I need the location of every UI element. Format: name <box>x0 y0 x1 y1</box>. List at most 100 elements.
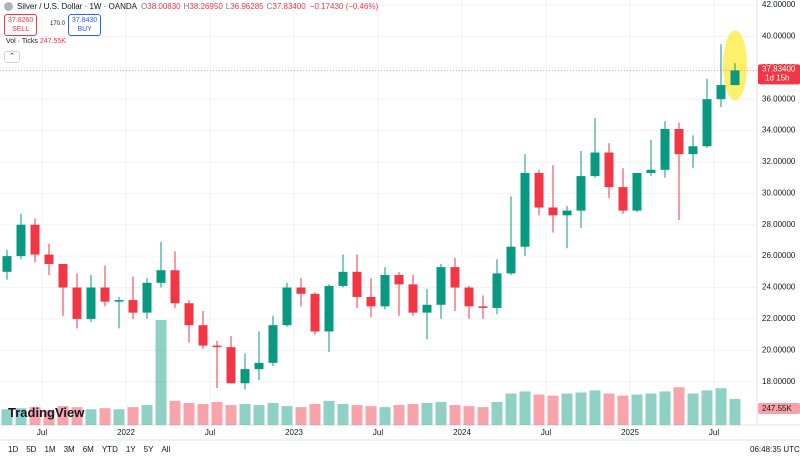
volume-bar <box>547 395 559 425</box>
candle-body <box>170 270 180 304</box>
ohlc-value: 36.96285 <box>230 2 264 11</box>
volume-bar <box>379 407 391 425</box>
y-tick-label: 40.00000 <box>762 32 796 41</box>
collapse-button[interactable]: ⌃ <box>4 51 20 63</box>
sell-button[interactable]: 37.8260 SELL <box>4 14 38 36</box>
volume-bar <box>449 405 461 425</box>
range-button[interactable]: 6M <box>82 445 94 454</box>
spread: 170.0 <box>50 21 66 27</box>
legend: Silver / U.S. Dollar · 1W · OANDA O 38.00… <box>4 2 378 11</box>
candle-body <box>296 287 306 294</box>
volume-bar <box>505 393 517 425</box>
y-tick-label: 30.00000 <box>762 188 796 197</box>
candle-body <box>478 306 488 308</box>
candle-body <box>310 293 320 332</box>
volume-bar <box>295 407 307 425</box>
range-button[interactable]: 5Y <box>143 445 154 454</box>
candle-body <box>114 300 124 302</box>
volume-bar <box>197 404 209 425</box>
logo: TradingView <box>8 405 85 420</box>
buy-button[interactable]: 37.8430 BUY <box>68 14 102 36</box>
volume-bar <box>1 409 13 425</box>
candle-body <box>674 129 684 155</box>
candle-body <box>128 300 138 313</box>
volume-bar <box>575 392 587 425</box>
candle-body <box>506 246 516 274</box>
y-tick-label: 24.00000 <box>762 283 796 292</box>
candle-body <box>660 129 670 170</box>
volume-bar <box>421 402 433 425</box>
y-tick-label: 42.00000 <box>762 0 796 9</box>
grid <box>0 0 757 425</box>
candle-body <box>30 224 40 255</box>
volume-bar <box>519 391 531 425</box>
volume-bar <box>687 393 699 425</box>
buy-label: BUY <box>77 26 92 33</box>
buy-price: 37.8430 <box>72 17 98 24</box>
candle-body <box>72 287 82 319</box>
volume-bar <box>631 394 643 425</box>
candle-body <box>520 172 530 247</box>
x-tick-label: 2023 <box>285 428 303 437</box>
volume-bar <box>99 408 111 425</box>
range-bar: 1D 5D 1M 3M 6M YTD 1Y 5Y All <box>8 445 170 454</box>
candle-body <box>464 287 474 307</box>
candle-body <box>366 296 376 307</box>
candle-body <box>156 270 166 283</box>
range-button[interactable]: 1D <box>8 445 19 454</box>
candle-body <box>254 362 264 370</box>
candle-body <box>338 271 348 286</box>
candle-body <box>730 70 740 86</box>
candle-body <box>324 285 334 332</box>
volume-bar <box>169 400 181 425</box>
ohlc-value: 37.83400 <box>272 2 306 11</box>
volume-bar <box>715 388 727 425</box>
candle-body <box>86 287 96 319</box>
volume-value: 247.55K <box>39 38 66 45</box>
range-button[interactable]: 3M <box>63 445 75 454</box>
range-button[interactable]: 1Y <box>125 445 136 454</box>
candle-body <box>408 284 418 313</box>
x-tick-label: Jul <box>37 428 47 437</box>
volume-bar <box>337 404 349 425</box>
x-tick-label: 2025 <box>621 428 639 437</box>
x-tick-label: Jul <box>709 428 719 437</box>
x-tick-label: 2024 <box>453 428 471 437</box>
sell-label: SELL <box>12 26 30 33</box>
volume-bar <box>43 410 55 425</box>
symbol[interactable]: Silver / U.S. Dollar · 1W · OANDA <box>17 2 138 11</box>
range-button[interactable]: 1M <box>44 445 56 454</box>
countdown: 1d 15h <box>765 74 789 83</box>
volume-bar <box>701 390 713 425</box>
candle-body <box>282 287 292 326</box>
volume-bar <box>155 320 167 425</box>
range-button[interactable]: 5D <box>26 445 37 454</box>
y-tick-label: 34.00000 <box>762 126 796 135</box>
range-button[interactable]: YTD <box>101 445 118 454</box>
range-button[interactable]: All <box>161 445 171 454</box>
x-tick-label: Jul <box>373 428 383 437</box>
volume-bar <box>729 399 741 425</box>
volume-bar <box>141 405 153 425</box>
volume-bar <box>253 405 265 425</box>
volume-bar <box>211 401 223 425</box>
volume-bar <box>309 404 321 425</box>
volume-bar <box>561 393 573 425</box>
candle-body <box>590 152 600 177</box>
volume-bar <box>603 393 615 425</box>
volume-bar <box>127 407 139 425</box>
candle-body <box>436 267 446 305</box>
price-label-box <box>758 64 800 85</box>
y-tick-label: 26.00000 <box>762 251 796 260</box>
volume-bar <box>281 406 293 425</box>
volume-legend: Vol · Ticks 247.55K <box>6 38 66 45</box>
price-label: 37.83400 <box>762 65 796 74</box>
candle-body <box>716 85 726 100</box>
candle-body <box>352 271 362 297</box>
candle-body <box>618 187 628 211</box>
y-tick-label: 32.00000 <box>762 157 796 166</box>
symbol-icon <box>4 2 13 11</box>
candle-body <box>450 267 460 288</box>
candle-body <box>548 207 558 216</box>
candle-body <box>100 287 110 302</box>
